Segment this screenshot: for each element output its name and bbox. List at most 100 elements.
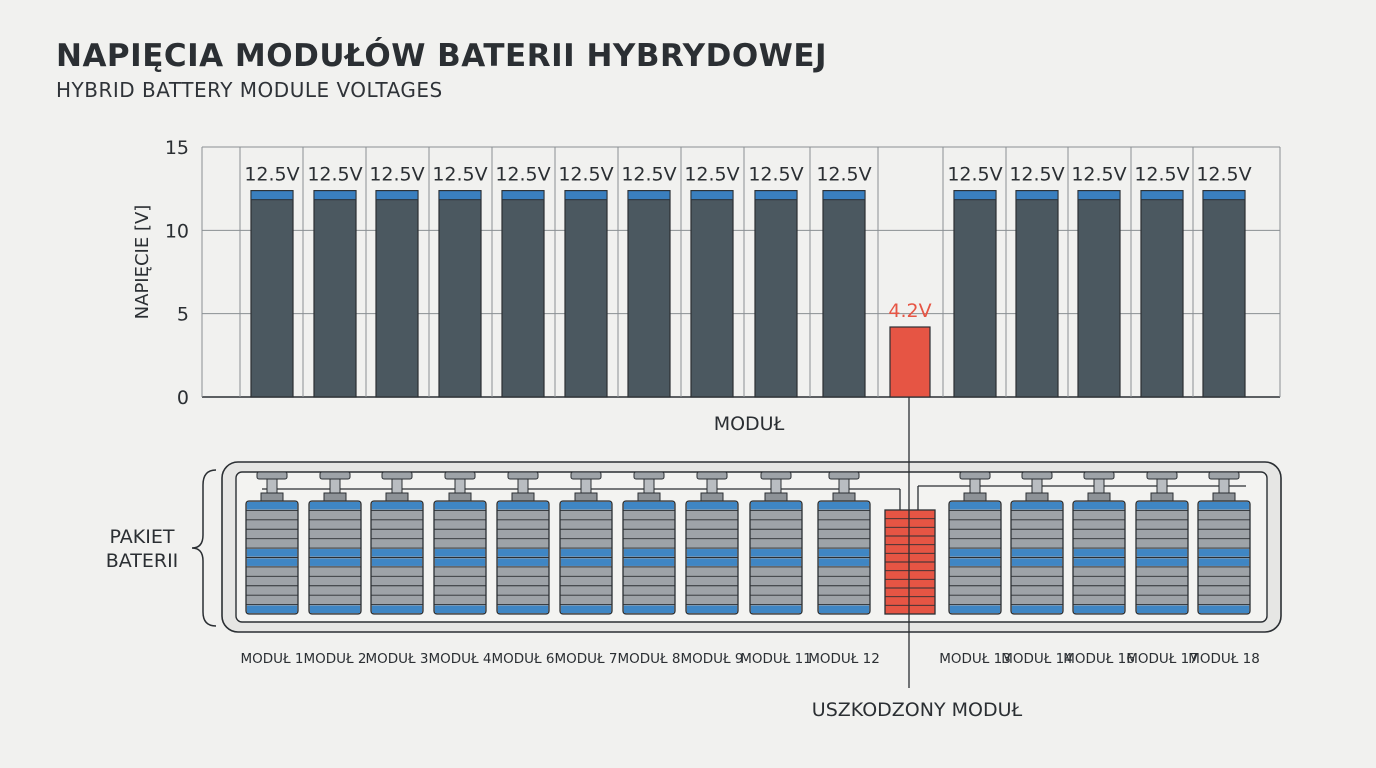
module-cell <box>247 539 297 548</box>
module-terminal-base <box>1025 492 1049 502</box>
module-cell <box>498 596 548 604</box>
module-cell <box>1199 586 1249 595</box>
module-terminal-post <box>643 478 655 494</box>
module-cell <box>435 558 485 566</box>
module-terminal-base <box>832 492 856 502</box>
module-cell <box>1074 549 1124 557</box>
module-cell <box>751 502 801 510</box>
module-cell <box>310 502 360 510</box>
module-terminal <box>633 471 665 480</box>
bar-cap <box>250 190 294 201</box>
module-cell <box>1137 577 1187 585</box>
module-cell <box>1012 567 1062 576</box>
bar-value-label: 12.5V <box>684 164 739 186</box>
module-cell <box>1012 530 1062 538</box>
module-cell <box>1137 605 1187 613</box>
module-cell <box>247 567 297 576</box>
bar <box>1140 190 1184 398</box>
module-cell <box>561 596 611 604</box>
battery-module <box>685 471 739 615</box>
module-cell <box>498 511 548 519</box>
module-cell <box>687 539 737 548</box>
module-terminal-post <box>969 478 981 494</box>
module-label: MODUŁ 8 <box>617 651 680 667</box>
module-cell <box>950 567 1000 576</box>
module-cell <box>1199 577 1249 585</box>
module-cell <box>751 511 801 519</box>
module-terminal <box>696 471 728 480</box>
module-cell <box>310 567 360 576</box>
module-cell <box>1012 549 1062 557</box>
module-cell <box>498 567 548 576</box>
module-cell <box>372 549 422 557</box>
module-cell <box>247 549 297 557</box>
module-cell <box>687 577 737 585</box>
module-cell <box>751 577 801 585</box>
bar-cap <box>1202 190 1246 201</box>
module-cell <box>819 502 869 510</box>
module-cell <box>1199 511 1249 519</box>
module-cell <box>1074 530 1124 538</box>
module-cell <box>372 502 422 510</box>
chart-subtitle: HYBRID BATTERY MODULE VOLTAGES <box>56 78 443 102</box>
battery-module <box>433 471 487 615</box>
bar-value-label: 12.5V <box>495 164 550 186</box>
pack-brace <box>191 469 217 627</box>
module-cell <box>950 511 1000 519</box>
module-cell <box>310 596 360 604</box>
module-cell <box>1137 586 1187 595</box>
module-cell <box>687 511 737 519</box>
bar <box>754 190 798 398</box>
module-cell <box>310 520 360 529</box>
module-label: MODUŁ 12 <box>808 651 880 667</box>
bar-cap <box>953 190 997 201</box>
module-cell <box>751 549 801 557</box>
module-cell <box>561 520 611 529</box>
module-cell <box>247 502 297 510</box>
bar-cap <box>690 190 734 201</box>
module-cell <box>819 558 869 566</box>
module-cell <box>1137 596 1187 604</box>
faulty-module-label: USZKODZONY MODUŁ <box>812 699 1023 721</box>
module-terminal-base <box>764 492 788 502</box>
module-cell <box>435 567 485 576</box>
module-cell <box>819 605 869 613</box>
module-cell <box>435 502 485 510</box>
module-cell <box>310 539 360 548</box>
module-terminal-base <box>574 492 598 502</box>
pack-label-line1: PAKIET <box>110 526 175 548</box>
module-cell <box>435 539 485 548</box>
module-cell <box>1074 520 1124 529</box>
module-cell <box>1074 605 1124 613</box>
module-cell <box>372 586 422 595</box>
chart-title: NAPIĘCIA MODUŁÓW BATERII HYBRYDOWEJ <box>56 38 828 74</box>
bar-value-label: 12.5V <box>432 164 487 186</box>
module-label: MODUŁ 3 <box>365 651 428 667</box>
module-cell <box>751 567 801 576</box>
bar-value-label: 12.5V <box>1009 164 1064 186</box>
module-terminal <box>1146 471 1178 480</box>
bar <box>953 190 997 398</box>
module-terminal <box>1083 471 1115 480</box>
module-cell <box>561 605 611 613</box>
module-cell <box>247 596 297 604</box>
module-terminal <box>381 471 413 480</box>
module-cell <box>950 539 1000 548</box>
module-cell <box>624 511 674 519</box>
module-cell <box>498 502 548 510</box>
battery-module <box>370 471 424 615</box>
module-cell <box>624 530 674 538</box>
module-cell <box>561 577 611 585</box>
module-cell <box>372 596 422 604</box>
module-cell <box>1012 539 1062 548</box>
module-label: MODUŁ 16 <box>1063 651 1135 667</box>
module-terminal <box>1021 471 1053 480</box>
module-cell <box>950 520 1000 529</box>
module-cell <box>310 558 360 566</box>
battery-module <box>1072 471 1126 615</box>
bar-value-label: 12.5V <box>1196 164 1251 186</box>
module-cell <box>819 596 869 604</box>
module-cell <box>1074 558 1124 566</box>
